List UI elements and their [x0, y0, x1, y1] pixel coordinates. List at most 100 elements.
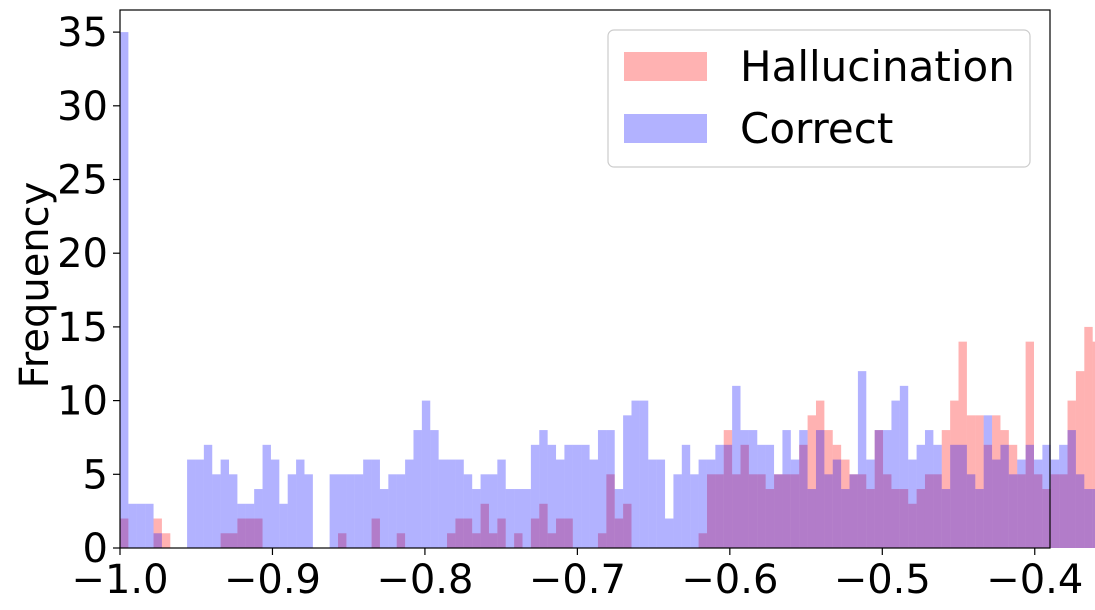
y-tick-label: 35: [57, 10, 108, 56]
bar-correct: [488, 474, 498, 548]
bar-correct: [279, 503, 288, 548]
bar-hallucination: [891, 489, 900, 548]
bar-correct: [916, 444, 925, 548]
bar-hallucination: [1008, 444, 1018, 548]
bar-hallucination: [254, 518, 263, 548]
bar-hallucination: [1067, 400, 1076, 548]
bar-hallucination: [530, 518, 540, 548]
bar-hallucination: [1000, 430, 1009, 548]
bar-correct: [849, 474, 858, 548]
bar-correct: [497, 459, 506, 548]
bar-correct: [136, 503, 146, 548]
bar-hallucination: [849, 474, 858, 548]
bar-hallucination: [229, 533, 238, 548]
bar-correct: [1025, 444, 1034, 548]
bar-hallucination: [924, 474, 934, 548]
bar-correct: [799, 430, 808, 548]
bar-hallucination: [740, 444, 749, 548]
bar-hallucination: [396, 533, 406, 548]
bar-correct: [639, 400, 649, 548]
bar-correct: [715, 444, 724, 548]
bar-correct: [606, 430, 615, 548]
bar-correct: [564, 444, 573, 548]
bar-correct: [874, 430, 884, 548]
bar-correct: [413, 430, 422, 548]
legend-label-correct: Correct: [740, 104, 893, 153]
y-tick-label: 15: [57, 305, 108, 351]
x-tick-label: −0.9: [224, 557, 321, 603]
bar-correct: [1084, 489, 1093, 548]
bar-correct: [623, 415, 632, 548]
bar-hallucination: [463, 518, 473, 548]
bar-correct: [673, 474, 682, 548]
bar-hallucination: [723, 430, 733, 548]
y-axis-ticks: 0 5 10 15 20 25 30 35: [57, 10, 120, 572]
x-axis-ticks: −1.0 −0.9 −0.8 −0.7 −0.6 −0.5 −0.4: [71, 548, 1083, 603]
bar-correct: [681, 444, 691, 548]
bar-hallucination: [782, 474, 791, 548]
bar-correct: [824, 474, 833, 548]
bar-hallucination: [899, 489, 909, 548]
bar-correct: [975, 489, 984, 548]
bar-hallucination: [472, 533, 481, 548]
bar-correct: [254, 489, 263, 548]
bar-correct: [455, 459, 464, 548]
bar-correct: [765, 444, 775, 548]
y-axis-label: Frequency: [12, 182, 58, 389]
bar-hallucination: [606, 474, 615, 548]
bar-correct: [866, 459, 875, 548]
bar-hallucination: [1017, 474, 1026, 548]
x-tick-label: −0.5: [834, 557, 931, 603]
bar-hallucination: [514, 533, 523, 548]
bar-correct: [1050, 459, 1060, 548]
bar-hallucination: [480, 503, 489, 548]
bar-hallucination: [815, 400, 825, 548]
bar-correct: [933, 444, 942, 548]
bar-correct: [187, 459, 196, 548]
legend-swatch-correct: [624, 114, 707, 143]
bar-correct: [807, 489, 816, 548]
bar-hallucination: [1025, 341, 1034, 548]
bar-correct: [195, 459, 204, 548]
bar-correct: [614, 489, 624, 548]
bar-hallucination: [564, 518, 573, 548]
bar-correct: [447, 459, 456, 548]
bar-hallucination: [807, 415, 816, 548]
bar-correct: [480, 474, 489, 548]
bar-correct: [782, 430, 791, 548]
bar-hallucination: [623, 503, 632, 548]
legend-frame: [607, 29, 1031, 168]
bar-correct: [354, 474, 364, 548]
bar-hallucination: [245, 518, 255, 548]
bar-hallucination: [597, 533, 607, 548]
bar-hallucination: [832, 444, 842, 548]
x-tick-label: −0.7: [529, 557, 626, 603]
bar-hallucination: [950, 400, 959, 548]
bar-correct: [514, 489, 523, 548]
bar-hallucination: [161, 533, 171, 548]
bar-correct: [581, 444, 590, 548]
bar-correct: [966, 474, 976, 548]
bar-hallucination: [799, 444, 808, 548]
bar-hallucination: [748, 474, 758, 548]
bar-correct: [1008, 474, 1018, 548]
bar-hallucination: [447, 533, 456, 548]
bar-correct: [748, 430, 758, 548]
series-correct-bars: [120, 32, 1095, 549]
bar-correct: [522, 489, 531, 548]
bar-correct: [556, 459, 565, 548]
bar-hallucination: [983, 444, 993, 548]
bar-correct: [958, 444, 967, 548]
bar-correct: [690, 474, 699, 548]
bar-hallucination: [790, 474, 800, 548]
bar-correct: [891, 400, 900, 548]
bar-correct: [547, 444, 557, 548]
bar-correct: [287, 474, 297, 548]
bar-correct: [153, 533, 162, 548]
x-tick-label: −1.0: [71, 557, 168, 603]
bar-correct: [388, 474, 397, 548]
bar-correct: [128, 503, 137, 548]
bar-correct: [841, 489, 850, 548]
bar-hallucination: [698, 533, 707, 548]
bar-correct: [631, 400, 640, 548]
